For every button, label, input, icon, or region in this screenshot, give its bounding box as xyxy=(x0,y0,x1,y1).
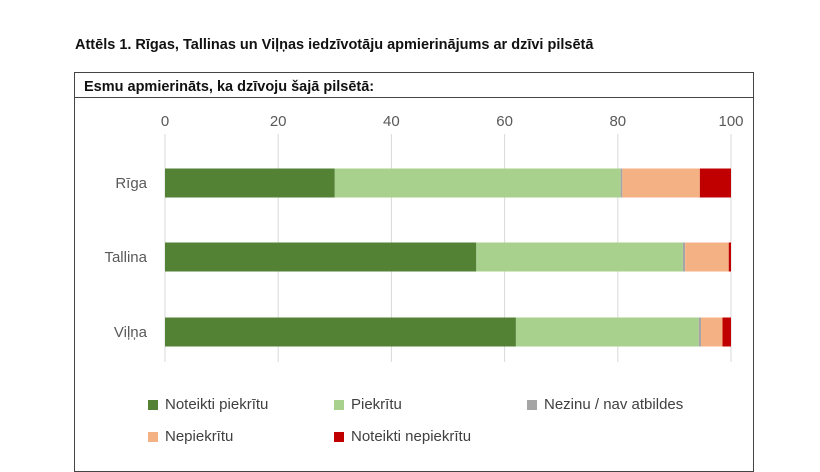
legend-item: Noteikti piekrītu xyxy=(148,396,268,413)
legend-label: Piekrītu xyxy=(351,396,402,413)
bar-segment xyxy=(334,168,621,198)
bar-segment xyxy=(722,317,731,347)
legend-swatch xyxy=(334,431,344,442)
x-tick-label: 60 xyxy=(496,113,513,130)
legend-swatch xyxy=(148,399,158,410)
bar-segment xyxy=(165,242,477,272)
legend-label: Nepiekrītu xyxy=(165,428,234,445)
bar-segment xyxy=(515,317,699,347)
x-tick-label: 80 xyxy=(609,113,626,130)
bar-segment xyxy=(699,168,731,198)
chart-frame xyxy=(74,72,754,472)
legend-label: Nezinu / nav atbildes xyxy=(544,396,684,413)
legend-label: Noteikti nepiekrītu xyxy=(351,428,472,445)
bar-segment xyxy=(701,317,723,347)
x-tick-label: 100 xyxy=(718,113,743,130)
chart-title: Esmu apmierināts, ka dzīvoju šajā pilsēt… xyxy=(84,79,375,95)
category-label: Rīga xyxy=(115,175,147,192)
legend-label: Noteikti piekrītu xyxy=(165,396,269,413)
bar-segment xyxy=(728,242,731,272)
bar-segment xyxy=(698,317,702,347)
legend-swatch xyxy=(527,399,537,410)
x-tick-label: 0 xyxy=(161,113,169,130)
legend-item: Nepiekrītu xyxy=(148,428,233,445)
legend-item: Noteikti nepiekrītu xyxy=(334,428,471,445)
legend-swatch xyxy=(148,431,158,442)
category-label: Tallina xyxy=(104,249,147,266)
category-label: Viļņa xyxy=(114,324,148,341)
x-tick-label: 20 xyxy=(270,113,287,130)
bar-segment xyxy=(165,317,516,347)
x-tick-label: 40 xyxy=(383,113,400,130)
bar-segment xyxy=(682,242,686,272)
bar-segment xyxy=(165,168,335,198)
bar-segment xyxy=(620,168,623,198)
figure-title: Attēls 1. Rīgas, Tallinas un Viļņas iedz… xyxy=(75,37,594,53)
legend-swatch xyxy=(334,399,344,410)
bar-segment xyxy=(622,168,700,198)
bar-segment xyxy=(476,242,683,272)
bar-segment xyxy=(685,242,729,272)
legend-item: Piekrītu xyxy=(334,396,402,413)
chart-title-divider xyxy=(74,97,754,98)
legend-item: Nezinu / nav atbildes xyxy=(527,396,683,413)
